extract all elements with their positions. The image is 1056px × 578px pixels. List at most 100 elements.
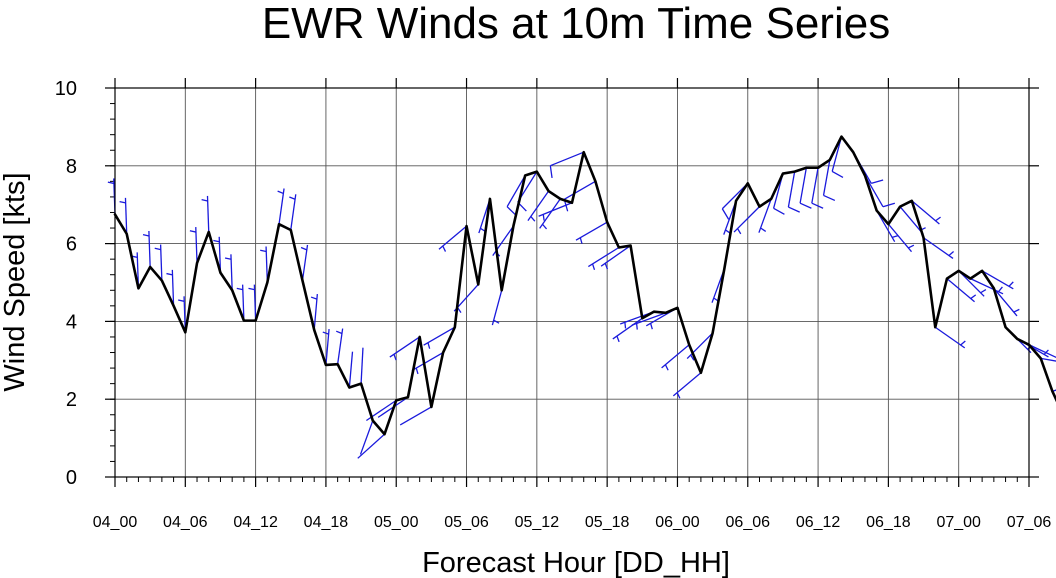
wind-barbs bbox=[107, 136, 1056, 459]
barb-half-feather bbox=[178, 299, 185, 302]
barb-half-feather bbox=[970, 294, 977, 300]
barb-shaft bbox=[241, 284, 245, 321]
wind-barb bbox=[1028, 344, 1056, 359]
wind-barb bbox=[260, 246, 268, 283]
barb-half-feather bbox=[542, 214, 545, 221]
chart-title: EWR Winds at 10m Time Series bbox=[262, 0, 890, 48]
wind-speed-series bbox=[113, 135, 1056, 436]
barb-shaft bbox=[290, 194, 297, 231]
x-tick-label: 06_06 bbox=[726, 514, 771, 531]
barb-half-feather bbox=[760, 227, 767, 232]
wind-barb bbox=[758, 198, 772, 233]
barb-half-feather bbox=[142, 234, 150, 237]
wind-barb bbox=[934, 326, 966, 349]
barb-half-feather bbox=[260, 249, 267, 253]
x-tick-label: 06_00 bbox=[655, 514, 700, 531]
wind-barb bbox=[154, 244, 163, 281]
wind-barb bbox=[946, 278, 977, 303]
barb-shaft bbox=[301, 244, 309, 281]
barb-half-feather bbox=[166, 272, 173, 276]
barb-half-feather bbox=[300, 246, 308, 251]
barb-half-feather bbox=[690, 354, 695, 361]
barb-shaft bbox=[527, 190, 550, 221]
x-tick-label: 05_06 bbox=[444, 514, 489, 531]
barb-half-feather bbox=[213, 239, 220, 243]
barb-half-feather bbox=[579, 237, 583, 244]
barb-feather bbox=[549, 165, 553, 179]
barb-half-feather bbox=[224, 257, 232, 260]
barb-shaft bbox=[672, 372, 702, 397]
barb-shaft bbox=[631, 312, 666, 326]
barb-shaft bbox=[981, 270, 1014, 290]
wind-barb bbox=[119, 197, 128, 234]
x-tick-label: 04_12 bbox=[233, 514, 278, 531]
wind-barb bbox=[359, 420, 374, 455]
wind-barb bbox=[672, 372, 702, 399]
barb-shaft bbox=[278, 188, 285, 225]
barb-shaft bbox=[265, 246, 268, 283]
barb-shaft bbox=[411, 351, 444, 372]
barb-shaft bbox=[923, 237, 954, 259]
wind-barb bbox=[600, 245, 631, 270]
barb-half-feather bbox=[604, 263, 609, 270]
wind-barb bbox=[491, 290, 503, 326]
x-tick-label: 05_00 bbox=[374, 514, 419, 531]
y-axis-tick-labels: 0 2 4 6 8 10 bbox=[55, 78, 77, 489]
wind-barb bbox=[811, 167, 824, 209]
wind-barb bbox=[438, 225, 467, 252]
barb-shaft bbox=[686, 332, 714, 359]
barb-half-feather bbox=[530, 216, 536, 222]
grid-lines bbox=[115, 88, 1029, 477]
wind-barb bbox=[213, 236, 222, 273]
wind-barb bbox=[357, 433, 385, 459]
barb-half-feather bbox=[737, 228, 742, 235]
barb-half-feather bbox=[154, 247, 161, 251]
barb-feather bbox=[882, 202, 896, 208]
x-tick-label: 04_00 bbox=[93, 514, 138, 531]
barb-shaft bbox=[336, 328, 344, 365]
barb-half-feather bbox=[616, 335, 620, 343]
wind-barb bbox=[575, 221, 608, 244]
barb-shaft bbox=[389, 336, 421, 358]
barb-feather bbox=[823, 194, 836, 202]
barb-shaft bbox=[539, 198, 561, 229]
wind-barb bbox=[631, 312, 666, 330]
wind-barb bbox=[970, 278, 1004, 295]
barb-half-feather bbox=[322, 331, 329, 335]
barb-feather bbox=[721, 208, 730, 220]
wind-barb bbox=[822, 159, 836, 202]
y-tick-label: 6 bbox=[66, 234, 77, 256]
barb-shaft bbox=[563, 180, 596, 200]
barb-shaft bbox=[348, 351, 354, 388]
x-tick-label: 06_18 bbox=[866, 514, 911, 531]
barb-half-feather bbox=[442, 245, 447, 252]
wind-barb bbox=[1040, 357, 1056, 362]
wind-barb bbox=[799, 167, 812, 209]
x-tick-label: 07_00 bbox=[936, 514, 981, 531]
axis-ticks bbox=[105, 78, 1039, 487]
barb-half-feather bbox=[948, 251, 955, 257]
wind-barb bbox=[335, 328, 344, 365]
wind-barb bbox=[539, 198, 561, 230]
barb-shaft bbox=[423, 326, 456, 346]
wind-barb bbox=[310, 294, 318, 331]
wind-barb bbox=[322, 329, 330, 366]
barb-shaft bbox=[253, 284, 257, 321]
x-axis-tick-labels: 04_00 04_06 04_12 04_18 05_00 05_06 05_12 05_18… bbox=[93, 514, 1052, 531]
barb-half-feather bbox=[624, 322, 627, 329]
barb-shaft bbox=[206, 195, 210, 232]
wind-barb bbox=[166, 269, 175, 306]
barb-shaft bbox=[1040, 357, 1056, 362]
wind-barb bbox=[142, 230, 151, 267]
barb-shaft bbox=[587, 246, 620, 268]
wind-barb bbox=[506, 175, 526, 216]
wind-barb bbox=[686, 332, 714, 361]
barb-half-feather bbox=[415, 367, 419, 375]
barb-half-feather bbox=[960, 340, 966, 346]
wind-barb bbox=[248, 284, 257, 321]
barb-shaft bbox=[822, 159, 831, 196]
wind-barb bbox=[289, 194, 297, 231]
x-tick-label: 04_06 bbox=[163, 514, 208, 531]
wind-barb bbox=[189, 227, 198, 264]
wind-barb bbox=[300, 244, 309, 281]
